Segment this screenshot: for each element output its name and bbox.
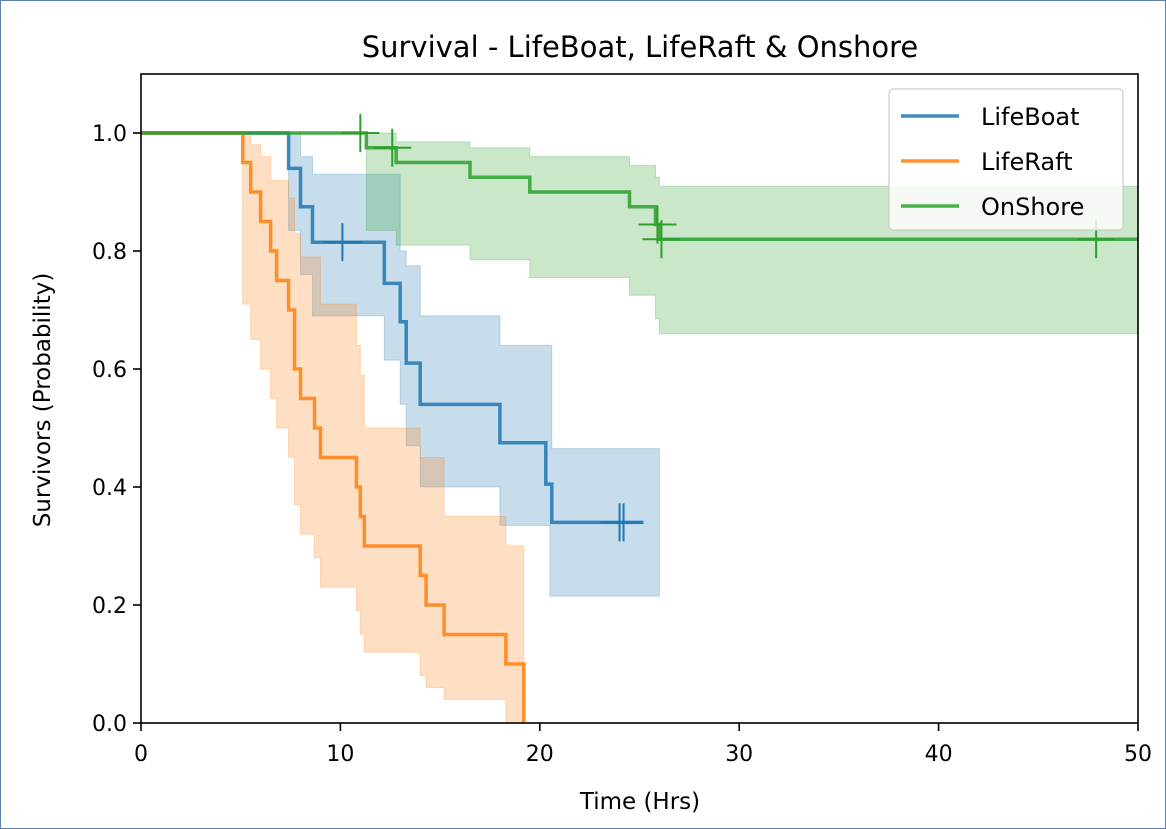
lifeboat-censor-mark [604,503,643,542]
legend-box [888,88,1124,231]
y-tick-label: 0.8 [92,240,127,265]
censor-markers [323,114,1116,542]
onshore-legend-label: OnShore [981,193,1084,221]
x-tick-label: 30 [725,742,753,767]
legend: LifeBoat LifeRaft OnShore [888,88,1124,231]
lifeboat-confidence-band [141,132,660,597]
liferaft-legend-label: LifeRaft [981,148,1073,176]
y-axis-label: Survivors (Probability) [30,273,56,528]
lifeboat-censor-mark [323,223,362,262]
liferaft-survival-line [141,131,526,723]
x-tick-label: 0 [134,742,148,767]
lifeboat-legend-label: LifeBoat [981,103,1080,131]
y-tick-label: 0.6 [92,358,127,383]
onshore-censor-mark [373,128,412,167]
chart-title: Survival - LifeBoat, LifeRaft & Onshore [362,30,919,64]
onshore-censor-mark [341,114,380,152]
x-tick-label: 50 [1124,742,1152,767]
x-axis-label: Time (Hrs) [579,789,700,815]
y-axis-ticks: 0.0 0.2 0.4 0.6 0.8 1.0 [92,122,141,737]
y-tick-label: 0.2 [92,594,127,619]
onshore-censor-mark [642,220,681,259]
x-tick-label: 20 [526,742,554,767]
y-tick-label: 1.0 [92,122,127,147]
lifeboat-survival-line [141,131,644,525]
onshore-censor-mark [638,205,677,244]
plot-area [140,73,1139,724]
x-axis-ticks: 0 10 20 30 40 50 [134,723,1152,767]
y-tick-label: 0.4 [92,476,127,501]
confidence-bands [141,132,1139,724]
x-tick-label: 40 [925,742,953,767]
liferaft-confidence-band [141,132,525,724]
x-tick-label: 10 [326,742,354,767]
y-tick-label: 0.0 [92,712,127,737]
